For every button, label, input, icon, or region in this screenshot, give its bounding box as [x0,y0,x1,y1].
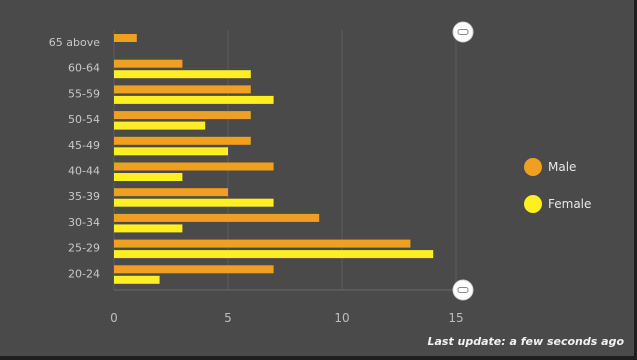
x-tick-label: 15 [448,311,463,325]
legend-swatch-female [524,195,542,213]
y-tick-label: 65 above [49,36,100,49]
bar-female[interactable] [114,121,206,130]
bar-female[interactable] [114,224,183,233]
slider-top-handle[interactable] [452,21,474,43]
bar-male[interactable] [114,162,274,171]
y-tick-label: 35-39 [68,190,100,203]
bar-male[interactable] [114,34,137,42]
y-tick-label: 25-29 [68,242,100,255]
bar-male[interactable] [114,59,183,68]
bar-female[interactable] [114,70,251,79]
bar-male[interactable] [114,188,228,197]
y-tick-label: 55-59 [68,87,100,100]
bar-female[interactable] [114,173,183,181]
y-tick-label: 50-54 [68,113,100,126]
x-tick-label: 10 [334,311,349,325]
bar-male[interactable] [114,136,251,145]
bar-male[interactable] [114,265,274,274]
y-tick-label: 30-34 [68,216,100,229]
bar-male[interactable] [114,85,251,94]
bar-female[interactable] [114,275,160,284]
x-tick-label: 5 [224,311,232,325]
y-tick-label: 20-24 [68,267,100,280]
drag-handle-icon [457,287,469,293]
legend-label-female: Female [548,197,592,211]
legend-label-male: Male [548,160,577,174]
bar-male[interactable] [114,111,251,120]
legend-item-male[interactable]: Male [524,158,576,176]
legend-item-female[interactable]: Female [524,195,591,213]
bar-female[interactable] [114,95,274,104]
slider-bottom-handle[interactable] [452,279,474,301]
bar-male[interactable] [114,213,320,222]
y-tick-label: 40-44 [68,165,100,178]
bar-female[interactable] [114,250,434,259]
x-tick-label: 0 [110,311,118,325]
drag-handle-icon [457,29,469,35]
last-update-text: Last update: a few seconds ago [427,335,624,348]
bar-male[interactable] [114,239,411,248]
y-tick-label: 45-49 [68,139,100,152]
y-tick-label: 60-64 [68,62,100,75]
bar-female[interactable] [114,147,228,156]
bar-female[interactable] [114,198,274,207]
legend-swatch-male [524,158,542,176]
